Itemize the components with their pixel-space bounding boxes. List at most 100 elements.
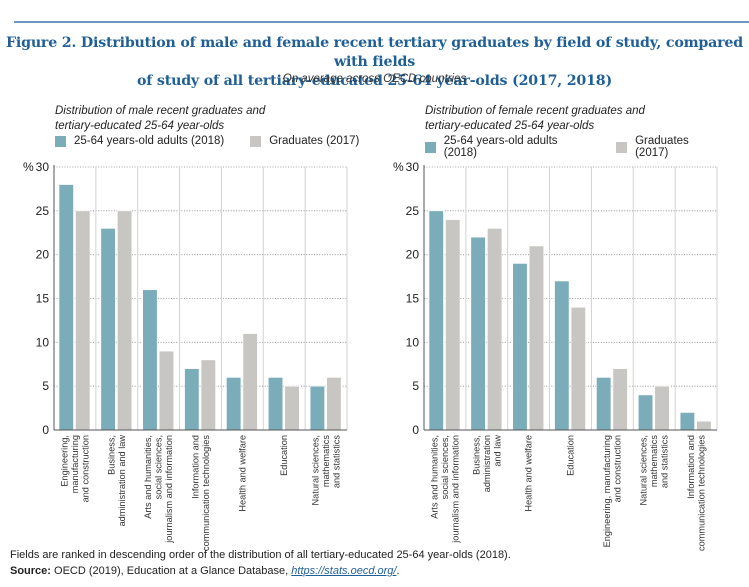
footnote: Fields are ranked in descending order of…: [10, 549, 511, 561]
legend-swatch-graduates: [250, 135, 262, 147]
figure-title-line-2: of study of all tertiary-educated 25-64 …: [137, 73, 612, 89]
female-legend: 25-64 years-old adults (2018) Graduates …: [425, 135, 749, 159]
male-bar-adults: [100, 228, 116, 431]
male-x-tick-label: communication technologies: [201, 435, 211, 551]
source-link[interactable]: https://stats.oecd.org/: [291, 565, 397, 577]
legend-swatch-adults: [55, 135, 66, 147]
source-text: OECD (2019), Education at a Glance Datab…: [50, 565, 292, 577]
female-bar-graduates: [654, 385, 670, 431]
female-x-tick-label: mathematics: [649, 435, 659, 487]
male-panel-title-line-1: Distribution of male recent graduates an…: [55, 105, 266, 117]
male-bar-adults: [184, 368, 200, 431]
male-bar-graduates: [200, 359, 216, 431]
figure-title: Figure 2. Distribution of male and femal…: [0, 34, 749, 91]
male-y-tick-label: 25: [36, 204, 50, 218]
legend-swatch-graduates: [616, 141, 628, 153]
male-bar-graduates: [158, 350, 175, 431]
female-x-tick-label: Information and: [686, 435, 696, 499]
male-x-tick-label: and construction: [80, 435, 90, 502]
male-x-tick-label: and statistics: [332, 435, 342, 489]
legend-label-graduates: Graduates (2017): [635, 135, 689, 159]
male-x-tick-label: Business,: [107, 435, 117, 475]
legend-item-adults: 25-64 years-old adults (2018): [425, 135, 590, 159]
female-bar-adults: [470, 236, 486, 431]
female-y-tick-label: 10: [406, 335, 420, 349]
female-bar-adults: [512, 263, 528, 431]
female-x-tick-label: Business,: [471, 435, 481, 475]
male-y-tick-label: 5: [42, 379, 49, 393]
legend-label-adults: 25-64 years-old adults (2018): [74, 135, 225, 147]
male-y-tick-label: 30: [36, 160, 50, 174]
female-bar-graduates: [570, 306, 586, 431]
female-x-tick-label: Natural sciences,: [639, 435, 649, 505]
legend-item-graduates: Graduates (2017): [250, 135, 359, 147]
female-y-tick-label: 25: [406, 204, 420, 218]
female-y-axis-label: %: [393, 160, 404, 174]
female-bar-adults: [679, 412, 695, 431]
female-panel-title: Distribution of female recent graduates …: [425, 104, 645, 134]
female-panel-title-line-1: Distribution of female recent graduates …: [425, 105, 645, 117]
male-panel-title-line-2: tertiary-educated 25-64 year-olds: [55, 120, 225, 132]
male-y-tick-label: 15: [36, 292, 50, 306]
female-x-tick-label: administration: [482, 435, 492, 492]
female-panel-title-line-2: tertiary-educated 25-64 year-olds: [425, 120, 595, 132]
female-bar-graduates: [528, 245, 545, 431]
male-bar-graduates: [326, 377, 342, 431]
legend-swatch-adults: [425, 141, 436, 153]
female-x-tick-label: Arts and humanities,: [429, 435, 439, 519]
male-x-tick-label: Arts and humanities,: [143, 435, 153, 519]
female-x-tick-label: and law: [492, 435, 502, 467]
male-bar-graduates: [117, 210, 133, 431]
female-y-tick-label: 15: [406, 292, 420, 306]
male-y-axis-label: %: [23, 160, 34, 174]
male-x-tick-label: Health and welfare: [237, 435, 247, 512]
female-x-tick-label: and construction: [613, 435, 623, 502]
male-x-tick-label: Engineering,: [59, 435, 69, 487]
female-bar-graduates: [612, 368, 628, 431]
top-rule: [14, 21, 749, 23]
legend-label-graduates: Graduates (2017): [269, 135, 360, 147]
male-x-tick-label: journalism and information: [164, 435, 174, 544]
male-y-tick-label: 20: [36, 248, 50, 262]
male-y-tick-label: 10: [36, 335, 50, 349]
male-x-tick-label: mathematics: [321, 435, 331, 487]
female-x-tick-label: journalism and information: [450, 435, 460, 544]
female-bar-graduates: [445, 219, 461, 431]
male-x-tick-label: social sciences,: [154, 435, 164, 499]
male-bar-graduates: [242, 333, 258, 431]
source-label: Source:: [10, 565, 51, 577]
male-x-tick-label: Information and: [190, 435, 200, 499]
female-x-tick-label: and statistics: [660, 435, 670, 489]
female-y-tick-label: 5: [412, 379, 419, 393]
male-bar-graduates: [75, 210, 91, 431]
male-bar-adults: [142, 289, 158, 431]
male-x-tick-label: manufacturing: [70, 435, 80, 493]
male-legend: 25-64 years-old adults (2018) Graduates …: [55, 135, 385, 147]
figure-subtitle: On average across OECD countries: [282, 73, 467, 85]
source-line: Source: OECD (2019), Education at a Glan…: [10, 565, 400, 577]
male-bar-graduates: [284, 385, 300, 431]
male-bar-adults: [58, 184, 74, 431]
male-y-tick-label: 0: [42, 423, 49, 437]
legend-label-adults: 25-64 years-old adults (2018): [443, 135, 558, 159]
legend-item-graduates: Graduates (2017): [616, 135, 723, 159]
female-x-tick-label: Engineering, manufacturing: [602, 435, 612, 547]
female-bar-adults: [637, 394, 654, 431]
female-y-tick-label: 0: [412, 423, 419, 437]
female-x-tick-label: Health and welfare: [524, 435, 534, 512]
figure-title-line-1: Figure 2. Distribution of male and femal…: [6, 35, 743, 70]
male-x-tick-label: Natural sciences,: [311, 435, 321, 505]
male-x-tick-label: Education: [279, 435, 289, 476]
male-panel-title: Distribution of male recent graduates an…: [55, 104, 265, 134]
female-bar-adults: [596, 377, 612, 431]
female-y-tick-label: 20: [406, 248, 420, 262]
male-bar-adults: [226, 377, 242, 431]
female-x-tick-label: social sciences,: [440, 435, 450, 499]
female-x-tick-label: Education: [566, 435, 576, 476]
male-bar-adults: [309, 385, 325, 431]
female-bar-graduates: [696, 420, 712, 431]
female-bar-adults: [554, 280, 570, 431]
female-x-tick-label: communication technologies: [696, 435, 706, 551]
female-y-tick-label: 30: [406, 160, 420, 174]
